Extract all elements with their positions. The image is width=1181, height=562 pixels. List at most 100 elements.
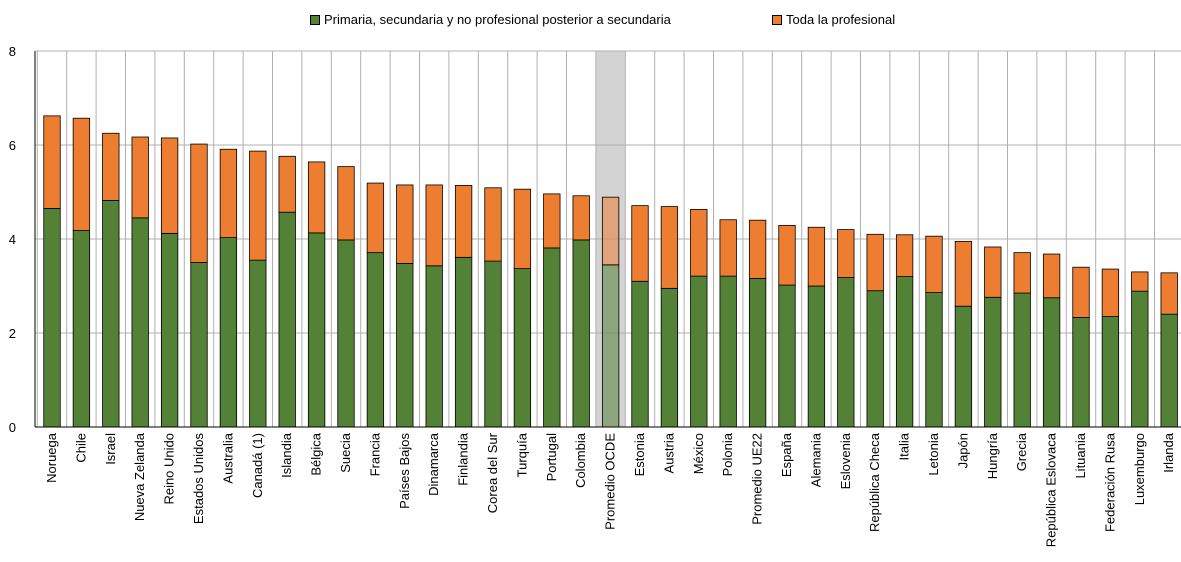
bar-profesional: [631, 205, 649, 282]
bar-profesional: [1072, 266, 1090, 318]
x-tick-label: España: [779, 432, 794, 477]
y-tick-label: 2: [9, 326, 16, 341]
x-tick-label: Nueva Zelanda: [132, 432, 147, 521]
legend-label-profesional: Toda la profesional: [786, 12, 896, 27]
bar-primaria: [601, 264, 620, 428]
x-tick-label: Estados Unidos: [191, 433, 206, 525]
bar-primaria: [748, 278, 767, 428]
bar-profesional: [307, 161, 326, 234]
bar-profesional: [719, 219, 737, 277]
x-tick-label: Estonia: [632, 432, 647, 476]
x-tick-label: Dinamarca: [426, 432, 441, 496]
bar-primaria: [102, 200, 120, 428]
x-tick-label: Hungría: [985, 432, 1000, 479]
y-tick-label: 0: [9, 420, 16, 435]
x-tick-label: Chile: [73, 433, 88, 463]
bar-primaria: [778, 284, 796, 428]
bar-profesional: [925, 235, 943, 293]
bar-primaria: [396, 263, 414, 428]
legend-label-primaria: Primaria, secundaria y no profesional po…: [324, 12, 671, 27]
x-tick-label: Letonia: [926, 432, 941, 475]
bar-profesional: [43, 115, 61, 209]
x-tick-label: Italia: [897, 432, 912, 460]
bar-primaria: [660, 287, 679, 428]
bar-profesional: [1101, 268, 1120, 317]
bar-profesional: [278, 155, 296, 213]
bar-primaria: [337, 239, 355, 428]
legend-item-primaria: Primaria, secundaria y no profesional po…: [310, 12, 671, 27]
bar-primaria: [837, 277, 855, 428]
bar-primaria: [307, 232, 326, 428]
bar-profesional: [601, 196, 620, 266]
y-tick-label: 4: [9, 232, 16, 247]
bar-profesional: [425, 184, 443, 267]
chart-legend: Primaria, secundaria y no profesional po…: [0, 12, 1181, 32]
bar-profesional: [572, 195, 590, 241]
x-tick-label: Islandia: [279, 432, 294, 478]
x-tick-label: Lituania: [1073, 432, 1088, 478]
bar-primaria: [484, 260, 502, 428]
x-tick-label: Promedio UE22: [750, 433, 765, 525]
bar-profesional: [396, 184, 414, 264]
bar-primaria: [1101, 316, 1120, 428]
x-tick-label: Eslovenia: [838, 432, 853, 489]
x-tick-label: República Eslovaca: [1044, 432, 1059, 547]
bar-primaria: [631, 280, 649, 428]
bar-profesional: [366, 182, 385, 254]
bar-primaria: [425, 265, 443, 428]
y-tick-label: 8: [9, 44, 16, 59]
bar-profesional: [837, 229, 855, 278]
x-tick-label: Bélgica: [309, 432, 324, 475]
bar-primaria: [690, 275, 708, 428]
bar-profesional: [454, 185, 473, 258]
bar-profesional: [895, 234, 914, 278]
bar-profesional: [660, 206, 679, 289]
bar-primaria: [895, 276, 914, 428]
x-tick-label: Francia: [367, 432, 382, 476]
bar-primaria: [1160, 313, 1178, 428]
x-tick-label: México: [691, 433, 706, 474]
bar-profesional: [190, 143, 208, 263]
x-tick-label: Federación Rusa: [1102, 432, 1117, 532]
bar-profesional: [690, 208, 708, 277]
x-tick-label: Japón: [955, 433, 970, 468]
x-tick-label: Promedio OCDE: [603, 433, 618, 530]
x-tick-label: Noruega: [44, 432, 59, 483]
x-tick-label: Grecia: [1014, 432, 1029, 471]
x-tick-label: Corea del Sur: [485, 432, 500, 513]
bar-primaria: [866, 290, 884, 428]
bar-profesional: [748, 219, 767, 279]
x-tick-label: Irlanda: [1161, 432, 1176, 473]
bar-profesional: [131, 136, 149, 219]
bar-profesional: [1160, 272, 1178, 315]
bar-primaria: [543, 247, 561, 428]
x-tick-label: Alemania: [808, 432, 823, 487]
x-tick-label: Reino Unido: [162, 433, 177, 505]
bar-profesional: [484, 187, 502, 262]
bar-primaria: [190, 262, 208, 428]
bar-profesional: [778, 224, 796, 286]
x-tick-label: Turquía: [514, 432, 529, 477]
bar-profesional: [337, 166, 355, 241]
x-tick-label: Polonia: [720, 432, 735, 476]
bar-primaria: [72, 230, 91, 428]
bar-profesional: [160, 137, 179, 234]
x-tick-label: Israel: [103, 433, 118, 465]
bar-primaria: [160, 232, 179, 428]
bar-primaria: [925, 292, 943, 428]
bar-profesional: [954, 240, 973, 307]
y-tick-label: 6: [9, 138, 16, 153]
bar-primaria: [278, 211, 296, 428]
bar-primaria: [954, 305, 973, 428]
bar-primaria: [249, 259, 267, 428]
bar-profesional: [102, 132, 120, 201]
bar-primaria: [43, 208, 61, 428]
bar-profesional: [513, 188, 532, 270]
bar-profesional: [72, 117, 91, 231]
bar-primaria: [1131, 290, 1149, 428]
bar-primaria: [719, 275, 737, 428]
legend-item-profesional: Toda la profesional: [772, 12, 895, 27]
bar-primaria: [1072, 317, 1090, 428]
legend-swatch-primaria: [310, 14, 320, 25]
